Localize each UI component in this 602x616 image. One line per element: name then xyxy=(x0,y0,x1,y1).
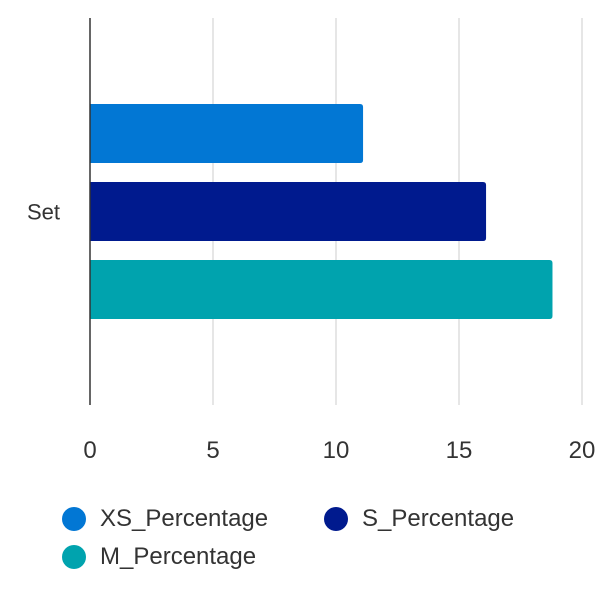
x-tick-label: 15 xyxy=(446,437,473,464)
bar-s-percentage[interactable] xyxy=(90,182,487,241)
legend-item[interactable]: M_Percentage xyxy=(62,543,256,571)
bar-m-percentage[interactable] xyxy=(90,260,553,319)
legend-swatch xyxy=(62,545,86,569)
bar-chart: 0 5 10 15 20 Set xyxy=(27,18,595,464)
x-tick-labels: 0 5 10 15 20 xyxy=(83,437,595,464)
legend-label: S_Percentage xyxy=(362,505,515,532)
category-label: Set xyxy=(27,200,60,225)
x-tick-label: 10 xyxy=(323,437,350,464)
category-labels: Set xyxy=(27,200,60,225)
legend-label: XS_Percentage xyxy=(100,505,269,532)
bars xyxy=(90,104,553,319)
legend-item[interactable]: XS_Percentage xyxy=(62,505,268,533)
bar-xs-percentage[interactable] xyxy=(90,104,364,163)
legend-swatch xyxy=(324,507,348,531)
legend-swatch xyxy=(62,507,86,531)
x-tick-label: 5 xyxy=(206,437,219,464)
x-tick-label: 0 xyxy=(83,437,96,464)
legend-item[interactable]: S_Percentage xyxy=(324,505,514,533)
legend-label: M_Percentage xyxy=(100,543,257,570)
x-tick-label: 20 xyxy=(569,437,596,464)
